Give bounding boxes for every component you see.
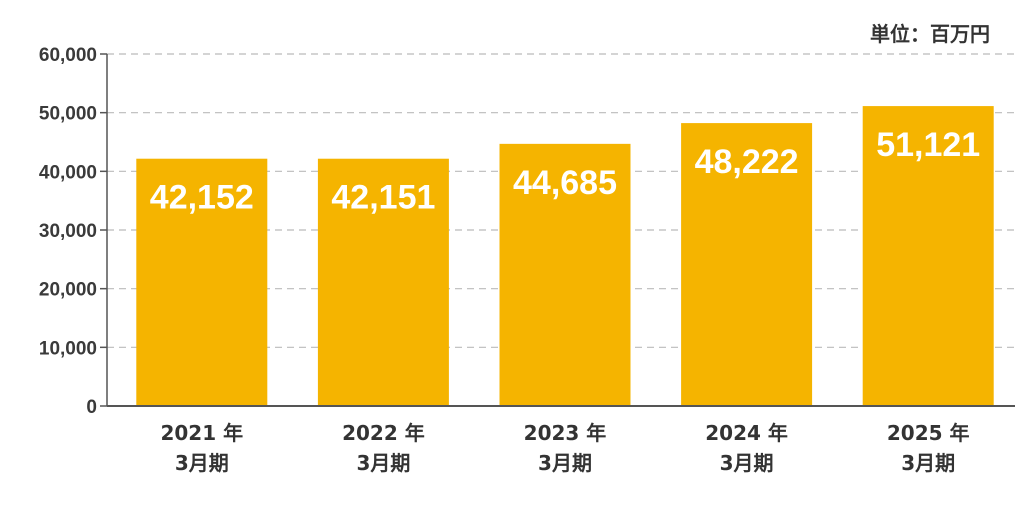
x-tick-label-period: 3月期 <box>720 451 774 475</box>
bar-value-label: 42,152 <box>150 179 254 217</box>
bar <box>681 123 813 407</box>
bar-value-label: 42,151 <box>331 179 435 217</box>
y-tick-label: 30,000 <box>39 221 97 242</box>
y-tick-label: 60,000 <box>39 45 97 66</box>
y-tick-label: 20,000 <box>39 280 97 301</box>
unit-label: 単位：百万円 <box>870 22 990 46</box>
y-tick-label: 40,000 <box>39 162 97 183</box>
bar-value-label: 44,685 <box>513 164 617 202</box>
x-tick-label-year: 2023 年 <box>524 421 607 445</box>
x-tick-label-period: 3月期 <box>175 451 229 475</box>
y-tick-label: 10,000 <box>39 338 97 359</box>
x-tick-label-year: 2022 年 <box>342 421 425 445</box>
bars <box>136 106 994 407</box>
y-tick-label: 50,000 <box>39 104 97 125</box>
data-labels: 42,152 42,151 44,685 48,222 51,121 <box>150 126 980 217</box>
bar-value-label: 51,121 <box>876 126 980 164</box>
x-tick-label-year: 2025 年 <box>887 421 970 445</box>
bar <box>136 158 268 406</box>
bar <box>862 106 994 406</box>
y-axis-ticks: 0 10,000 20,000 30,000 40,000 50,000 60,000 <box>39 45 97 418</box>
x-axis-ticks: 2021 年 3月期 2022 年 3月期 2023 年 3月期 2024 年 3月期 2025… <box>160 421 969 475</box>
x-tick-label-year: 2024 年 <box>705 421 788 445</box>
bar-value-label: 48,222 <box>695 143 799 181</box>
bar <box>317 158 449 406</box>
y-tick-label: 0 <box>86 397 97 418</box>
x-tick-label-period: 3月期 <box>356 451 410 475</box>
x-tick-label-period: 3月期 <box>538 451 592 475</box>
axes <box>100 53 1015 407</box>
bar <box>499 143 631 406</box>
x-tick-label-period: 3月期 <box>901 451 955 475</box>
x-tick-label-year: 2021 年 <box>160 421 243 445</box>
